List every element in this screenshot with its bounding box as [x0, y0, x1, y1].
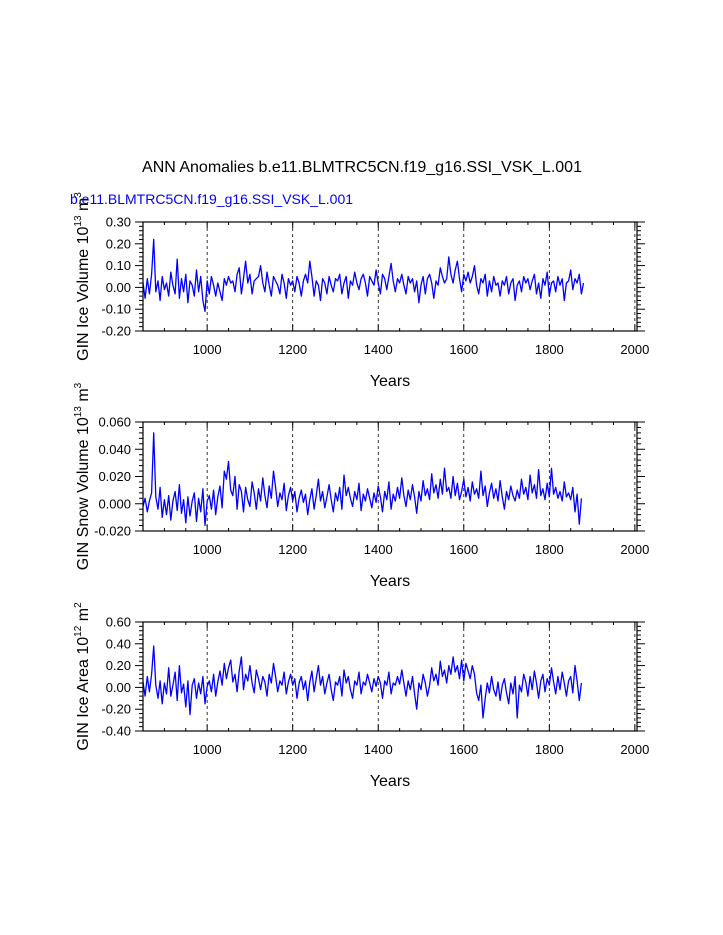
y-tick-label: -0.40 [101, 724, 131, 739]
x-axis-label: Years [370, 773, 410, 790]
chart-panel-1: 1000 1200 1400 1600 1800 2000 -0.20 -0.10 0.00 0.… [73, 192, 649, 390]
y-tick-label: 0.060 [98, 415, 131, 430]
y-tick-label: -0.20 [101, 324, 131, 339]
y-tick-label: 0.60 [106, 615, 131, 630]
x-tick-label: 1200 [278, 342, 307, 357]
plot-frame [142, 421, 638, 532]
y-tick-label: 0.20 [106, 236, 131, 251]
y-tick-label: 0.40 [106, 636, 131, 651]
chart-panel-3: 1000 1200 1400 1600 1800 2000 -0.40 -0.20 0.00 0.… [73, 602, 649, 790]
y-axis-label: GIN Ice Area 1012 m2 [73, 602, 92, 751]
x-tick-label: 1800 [535, 542, 564, 557]
x-tick-label: 2000 [620, 542, 649, 557]
x-tick-label: 1000 [193, 542, 222, 557]
x-tick-label: 2000 [620, 342, 649, 357]
x-tick-label: 1400 [364, 742, 393, 757]
x-tick-label: 1800 [535, 742, 564, 757]
y-tick-label: -0.20 [101, 702, 131, 717]
x-tick-label: 1000 [193, 342, 222, 357]
chart-panels: 1000 1200 1400 1600 1800 2000 -0.20 -0.10 0.00 0.… [73, 192, 649, 790]
figure-title: ANN Anomalies b.e11.BLMTRC5CN.f19_g16.SS… [142, 159, 582, 176]
y-tick-label: -0.10 [101, 302, 131, 317]
chart-panel-2: 1000 1200 1400 1600 1800 2000 -0.020 0.000 0.020… [73, 382, 649, 590]
series-line [142, 645, 583, 719]
y-axis-label: GIN Ice Volume 1013 m3 [73, 192, 92, 361]
x-tick-label: 1600 [449, 342, 478, 357]
x-tick-label: 1000 [193, 742, 222, 757]
series-line [142, 432, 583, 527]
x-axis-label: Years [370, 373, 410, 390]
y-tick-label: 0.00 [106, 280, 131, 295]
y-tick-label: 0.040 [98, 442, 131, 457]
series-line [142, 238, 585, 313]
x-tick-label: 1400 [364, 342, 393, 357]
x-tick-label: 1200 [278, 542, 307, 557]
x-tick-label: 1200 [278, 742, 307, 757]
x-tick-label: 1400 [364, 542, 393, 557]
x-axis-label: Years [370, 573, 410, 590]
x-tick-label: 1600 [449, 742, 478, 757]
y-tick-label: 0.00 [106, 680, 131, 695]
x-tick-label: 1600 [449, 542, 478, 557]
y-tick-label: 0.20 [106, 658, 131, 673]
y-axis-label: GIN Snow Volume 1013 m3 [73, 382, 92, 570]
y-tick-label: 0.30 [106, 215, 131, 230]
plot-frame [142, 621, 638, 732]
x-tick-label: 1800 [535, 342, 564, 357]
x-tick-label: 2000 [620, 742, 649, 757]
y-tick-label: -0.020 [94, 524, 131, 539]
y-tick-label: 0.000 [98, 496, 131, 511]
figure-subtitle: b.e11.BLMTRC5CN.f19_g16.SSI_VSK_L.001 [70, 191, 353, 207]
y-tick-label: 0.020 [98, 469, 131, 484]
plot-frame [142, 221, 638, 332]
y-tick-label: 0.10 [106, 258, 131, 273]
